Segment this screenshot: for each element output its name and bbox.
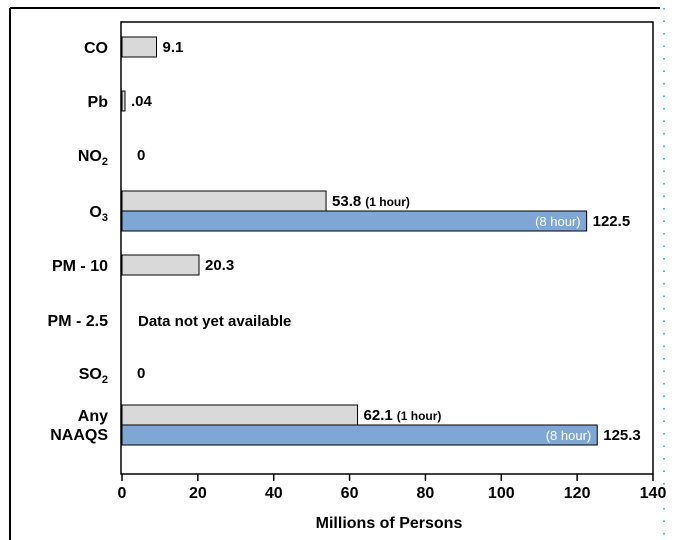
category-label: PM - 10	[52, 258, 108, 275]
category-label-line2: NAAQS	[50, 427, 108, 444]
category-label-main: O	[89, 204, 101, 221]
value-label: 0	[137, 365, 145, 382]
bar	[121, 254, 200, 276]
bar	[121, 424, 598, 446]
category-label-main: NO	[78, 148, 102, 165]
category-label-subscript: 2	[102, 374, 108, 386]
x-tick-label: 120	[564, 485, 591, 502]
value-label-note: (1 hour)	[365, 195, 410, 209]
bar	[121, 190, 327, 212]
x-tick-label: 40	[265, 485, 283, 502]
x-axis-label: Millions of Persons	[316, 515, 463, 532]
category-label-subscript: 2	[102, 156, 108, 168]
x-tick-label: 80	[417, 485, 435, 502]
x-tick-label: 20	[189, 485, 207, 502]
bar	[121, 210, 588, 232]
category-label-main: SO	[79, 366, 102, 383]
value-label: 53.8 (1 hour)	[332, 193, 410, 210]
category-label: NO2	[78, 148, 108, 168]
value-label-number: 53.8	[332, 193, 361, 210]
value-label-note: (1 hour)	[397, 409, 442, 423]
value-label-number: 20.3	[205, 257, 234, 274]
bar-inner-label: (8 hour)	[546, 428, 592, 443]
category-label-main: Pb	[88, 94, 109, 111]
category-label: O3	[89, 204, 108, 224]
value-label: 125.3	[603, 427, 641, 444]
value-label: 62.1 (1 hour)	[364, 407, 442, 424]
category-label: Pb	[88, 94, 109, 111]
category-label-main: PM - 10	[52, 258, 108, 275]
value-label: 20.3	[205, 257, 234, 274]
bars-group	[121, 36, 598, 446]
category-label: PM - 2.5	[48, 313, 109, 330]
value-label-number: .04	[131, 93, 153, 110]
value-label-number: 122.5	[593, 213, 631, 230]
plot-area	[120, 21, 654, 475]
value-label-number: 0	[137, 147, 145, 164]
no-data-text: Data not yet available	[138, 313, 291, 330]
category-label: Any	[78, 408, 108, 425]
value-label: 9.1	[163, 39, 184, 56]
value-label-number: 0	[137, 365, 145, 382]
value-label: 122.5	[593, 213, 631, 230]
value-label-number: 9.1	[163, 39, 184, 56]
category-label: SO2	[79, 366, 108, 386]
bar	[121, 90, 126, 112]
category-label-main: PM - 2.5	[48, 313, 109, 330]
x-tick-label: 0	[118, 485, 127, 502]
x-tick-label: 140	[640, 485, 667, 502]
value-label-number: 125.3	[603, 427, 641, 444]
value-label: 0	[137, 147, 145, 164]
category-label-main: CO	[84, 40, 108, 57]
x-tick-label: 60	[341, 485, 359, 502]
category-label-subscript: 3	[102, 212, 108, 224]
bar	[121, 36, 158, 58]
category-label: CO	[84, 40, 108, 57]
value-labels: 9.1 .04 0 53.8 (1 hour) 122.5 (8 hour) 20.3 Data…	[131, 39, 641, 444]
bar-inner-label: (8 hour)	[535, 214, 581, 229]
bar	[121, 404, 359, 426]
x-axis-ticks: 0 20 40 60 80 100 120 140	[118, 474, 667, 502]
value-label: .04	[131, 93, 153, 110]
x-tick-label: 100	[488, 485, 515, 502]
value-label-number: 62.1	[364, 407, 393, 424]
